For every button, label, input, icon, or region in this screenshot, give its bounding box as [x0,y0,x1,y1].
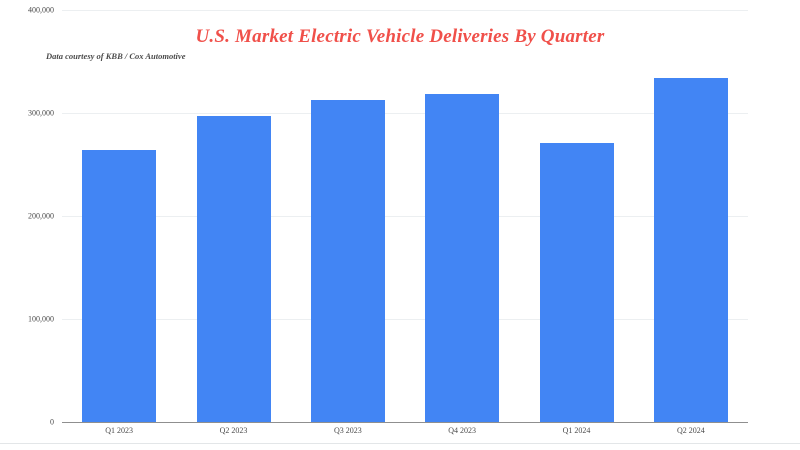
bar[interactable] [196,116,271,422]
x-axis: Q1 2023 Q2 2023 Q3 2023 Q4 2023 Q1 2024 Q2 20… [62,426,748,442]
bar-series [62,10,748,422]
bar[interactable] [653,77,728,422]
y-axis-tick-label: 100,000 [28,314,54,324]
x-axis-tick-label: Q4 2023 [448,426,477,435]
y-axis-tick-label: 300,000 [28,108,54,118]
x-axis-tick-label: Q3 2023 [333,426,362,435]
y-axis-tick-label: 200,000 [28,211,54,221]
y-axis-tick-label: 400,000 [28,5,54,15]
axis-baseline [62,422,748,423]
x-axis-tick-label: Q1 2024 [562,426,591,435]
x-axis-tick-label: Q2 2024 [676,426,705,435]
bar[interactable] [310,99,385,422]
bar[interactable] [539,142,614,422]
x-axis-tick-label: Q1 2023 [105,426,134,435]
bar[interactable] [425,94,500,422]
x-axis-tick-label: Q2 2023 [219,426,248,435]
plot-area: 0 100,000 200,000 300,000 400,000 [28,6,748,427]
bottom-divider [0,443,800,444]
bar[interactable] [82,150,157,422]
y-axis-tick-label: 0 [50,417,54,427]
